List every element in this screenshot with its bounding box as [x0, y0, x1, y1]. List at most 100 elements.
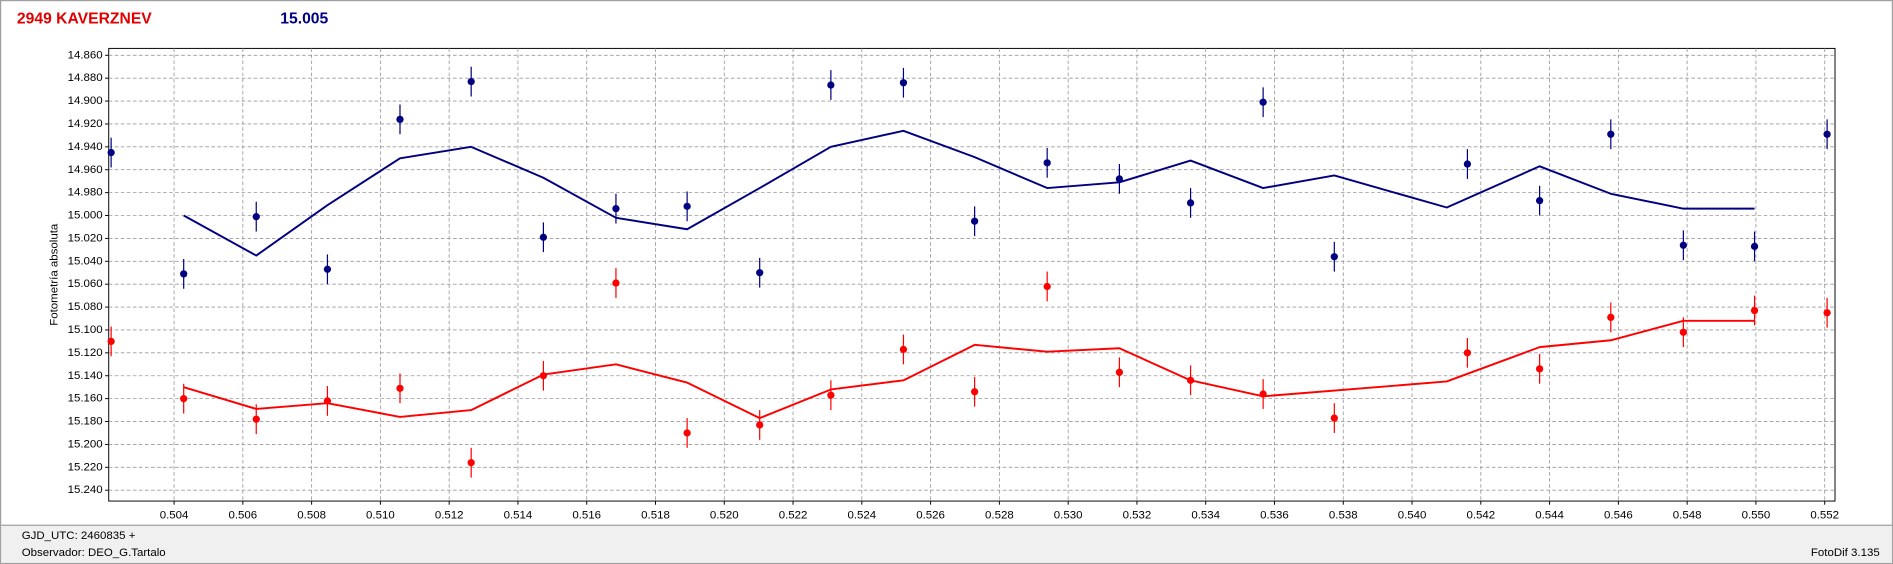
x-tick-label: 0.538: [1329, 510, 1358, 522]
x-tick-label: 0.524: [847, 510, 876, 522]
y-tick-label: 15.220: [68, 461, 103, 473]
x-tick-label: 0.546: [1604, 510, 1633, 522]
y-tick-label: 15.160: [68, 393, 103, 405]
y-tick-label: 15.180: [68, 416, 103, 428]
y-tick-label: 15.080: [68, 301, 103, 313]
data-point: [396, 115, 404, 124]
y-tick-label: 15.020: [68, 232, 103, 244]
data-point: [612, 279, 620, 287]
data-point: [180, 270, 188, 278]
x-tick-label: 0.512: [435, 510, 464, 522]
x-tick-label: 0.550: [1742, 510, 1771, 522]
x-tick-label: 0.528: [985, 510, 1014, 522]
footer-gjd: GJD_UTC: 2460835 +: [22, 530, 136, 542]
data-line: [183, 319, 1755, 420]
data-point: [1679, 328, 1687, 336]
data-point: [1330, 414, 1338, 422]
x-tick-label: 0.552: [1810, 510, 1839, 522]
data-point: [1463, 160, 1472, 168]
y-tick-label: 14.920: [68, 118, 103, 130]
data-point: [1535, 197, 1544, 205]
x-tick-label: 0.520: [710, 510, 739, 522]
data-point: [683, 429, 691, 437]
data-point: [1043, 282, 1051, 291]
data-point: [827, 81, 835, 89]
data-line: [183, 129, 1755, 257]
y-tick-label: 15.100: [68, 324, 103, 336]
data-point: [899, 345, 908, 354]
data-point: [107, 148, 115, 157]
x-tick-label: 0.534: [1191, 510, 1220, 522]
data-point: [252, 415, 260, 423]
y-tick-label: 15.040: [68, 255, 103, 267]
footer-software: FotoDif 3.135: [1811, 547, 1880, 559]
y-tick-label: 15.200: [68, 438, 103, 450]
x-tick-label: 0.530: [1054, 510, 1083, 522]
y-tick-label: 14.880: [68, 72, 103, 84]
data-point: [1823, 309, 1831, 317]
data-point: [756, 269, 764, 277]
data-point: [756, 421, 764, 429]
plot-area: [108, 47, 1836, 502]
data-point: [1330, 253, 1338, 261]
data-point: [539, 233, 548, 241]
y-tick-label: 15.000: [68, 210, 103, 222]
data-point: [1259, 98, 1267, 106]
x-tick-label: 0.548: [1673, 510, 1702, 522]
y-tick-label: 14.900: [68, 95, 103, 107]
y-tick-label: 14.980: [68, 187, 103, 199]
data-point: [970, 217, 979, 225]
x-tick-label: 0.504: [160, 510, 189, 522]
x-tick-label: 0.526: [916, 510, 945, 522]
x-tick-label: 0.510: [366, 510, 395, 522]
x-tick-label: 0.544: [1535, 510, 1564, 522]
x-tick-label: 0.508: [297, 510, 326, 522]
y-tick-label: 15.140: [68, 370, 103, 382]
data-point: [107, 337, 115, 346]
chart-subtitle: 15.005: [280, 11, 328, 28]
y-axis-label: Fotometría absoluta: [48, 223, 60, 326]
y-tick-label: 15.060: [68, 278, 103, 290]
y-tick-label: 15.120: [68, 347, 103, 359]
data-point: [396, 384, 404, 392]
data-point: [612, 205, 620, 213]
y-tick-label: 14.960: [68, 164, 103, 176]
y-tick-label: 15.240: [68, 484, 103, 496]
y-tick-label: 14.860: [68, 49, 103, 61]
data-point: [1607, 130, 1615, 138]
data-point: [1823, 130, 1831, 138]
x-tick-label: 0.540: [1398, 510, 1427, 522]
data-point: [970, 388, 979, 396]
data-point: [1679, 241, 1687, 249]
x-tick-label: 0.536: [1260, 510, 1289, 522]
x-tick-label: 0.532: [1123, 510, 1152, 522]
data-point: [1750, 242, 1759, 251]
data-point: [252, 213, 260, 221]
x-tick-label: 0.506: [228, 510, 257, 522]
data-point: [1043, 159, 1051, 167]
chart-title: 2949 KAVERZNEV: [17, 11, 152, 28]
footer-panel: [1, 525, 1892, 563]
data-point: [1463, 349, 1472, 357]
data-point: [467, 459, 475, 467]
data-point: [1186, 199, 1195, 207]
data-point: [1607, 313, 1615, 322]
data-point: [1750, 306, 1759, 315]
x-tick-label: 0.516: [572, 510, 601, 522]
data-point: [683, 202, 691, 210]
data-point: [899, 79, 908, 87]
footer-observer: Observador: DEO_G.Tartalo: [22, 547, 166, 559]
data-point: [1115, 175, 1124, 183]
x-tick-label: 0.522: [779, 510, 808, 522]
data-point: [1115, 368, 1124, 376]
data-point: [467, 77, 475, 86]
data-point: [1535, 365, 1544, 373]
y-tick-label: 14.940: [68, 141, 103, 153]
data-point: [323, 265, 332, 273]
x-tick-label: 0.542: [1466, 510, 1495, 522]
data-point: [180, 395, 188, 403]
data-point: [827, 391, 835, 399]
x-tick-label: 0.514: [504, 510, 533, 522]
